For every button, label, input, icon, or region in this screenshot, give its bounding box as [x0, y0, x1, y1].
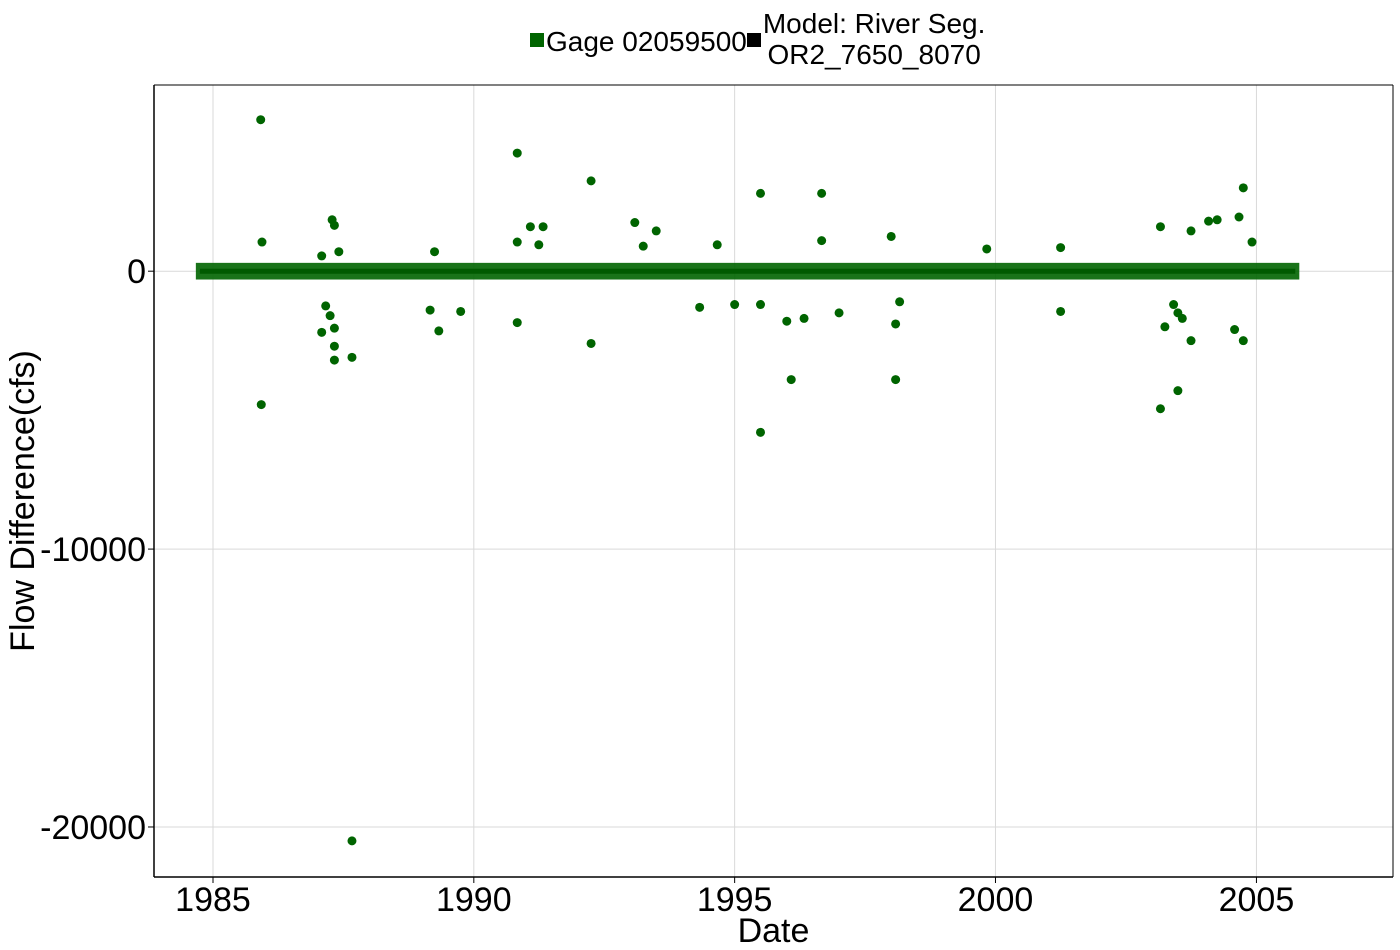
gage-point: [756, 300, 766, 310]
plot-area: [154, 85, 1393, 877]
gage-point: [1247, 237, 1257, 247]
gage-point: [512, 237, 522, 247]
y-axis-title: Flow Difference(cfs): [4, 350, 42, 652]
gage-dense-band: [195, 262, 1300, 280]
legend-swatch-model: [746, 33, 761, 47]
gage-point: [638, 241, 648, 251]
gage-point: [347, 352, 357, 362]
gage-point: [895, 297, 905, 307]
gage-point: [525, 222, 535, 232]
gage-point: [1155, 222, 1165, 232]
gage-point: [347, 836, 357, 846]
gage-point: [782, 316, 792, 326]
gage-point: [317, 327, 327, 337]
gage-point: [256, 400, 266, 410]
gage-point: [1186, 336, 1196, 346]
gage-point: [1155, 404, 1165, 414]
gage-point: [329, 323, 339, 333]
legend-label-model: Model: River Seg. OR2_7650_8070: [762, 8, 986, 70]
gage-point: [982, 244, 992, 254]
gage-point: [317, 251, 327, 261]
legend-item-gage: Gage 02059500: [530, 8, 747, 57]
gage-point: [321, 301, 331, 311]
x-tick-label: 2005: [1219, 881, 1295, 919]
gage-point: [512, 318, 522, 328]
legend-item-model: Model: River Seg. OR2_7650_8070: [746, 8, 986, 70]
gage-point: [1056, 306, 1066, 316]
gage-point: [817, 188, 827, 198]
gage-point: [695, 302, 705, 312]
gage-point: [799, 313, 809, 323]
gage-point: [512, 148, 522, 158]
gage-point: [756, 188, 766, 198]
gage-point: [786, 375, 796, 385]
gage-point: [834, 308, 844, 318]
gage-point: [534, 240, 544, 250]
gage-point: [1056, 243, 1066, 253]
gage-point: [651, 226, 661, 236]
gage-point: [1212, 215, 1222, 225]
gage-point: [256, 115, 266, 125]
x-tick-label: 2000: [958, 881, 1034, 919]
x-tick-label: 1985: [175, 881, 251, 919]
gage-point: [817, 236, 827, 246]
gage-point: [586, 176, 596, 186]
gage-point: [434, 326, 444, 336]
gage-point: [730, 300, 740, 310]
y-tick-label: -20000: [40, 809, 146, 847]
gage-point: [756, 427, 766, 437]
x-tick-label: 1995: [697, 881, 773, 919]
gage-point: [329, 341, 339, 351]
gage-point: [886, 231, 896, 241]
gage-point: [334, 247, 344, 257]
gage-point: [1238, 336, 1248, 346]
gage-point: [1204, 216, 1214, 226]
gage-point: [586, 338, 596, 348]
legend-label-gage: Gage 02059500: [546, 26, 747, 57]
x-axis-title: Date: [738, 912, 810, 950]
gage-point: [891, 319, 901, 329]
gage-point: [456, 306, 466, 316]
gage-point: [630, 218, 640, 228]
gage-point: [712, 240, 722, 250]
gage-point: [1160, 322, 1170, 332]
gage-point: [1238, 183, 1248, 193]
y-tick-label: 0: [127, 253, 146, 291]
gage-point: [425, 305, 435, 315]
legend-swatch-gage: [530, 33, 544, 47]
gage-point: [257, 237, 267, 247]
gage-point: [430, 247, 440, 257]
gage-point: [891, 375, 901, 385]
x-tick-label: 1990: [436, 881, 512, 919]
gage-point: [1177, 313, 1187, 323]
y-tick-label: -10000: [40, 531, 146, 569]
gage-point: [538, 222, 548, 232]
gage-point: [329, 220, 339, 230]
gage-point: [1173, 386, 1183, 396]
gage-point: [1186, 226, 1196, 236]
gage-point: [1234, 212, 1244, 222]
gage-point: [1169, 300, 1179, 310]
gage-point: [325, 311, 335, 321]
gage-point: [329, 355, 339, 365]
legend: Gage 02059500 Model: River Seg. OR2_7650…: [530, 8, 985, 74]
gage-point: [1230, 325, 1240, 335]
